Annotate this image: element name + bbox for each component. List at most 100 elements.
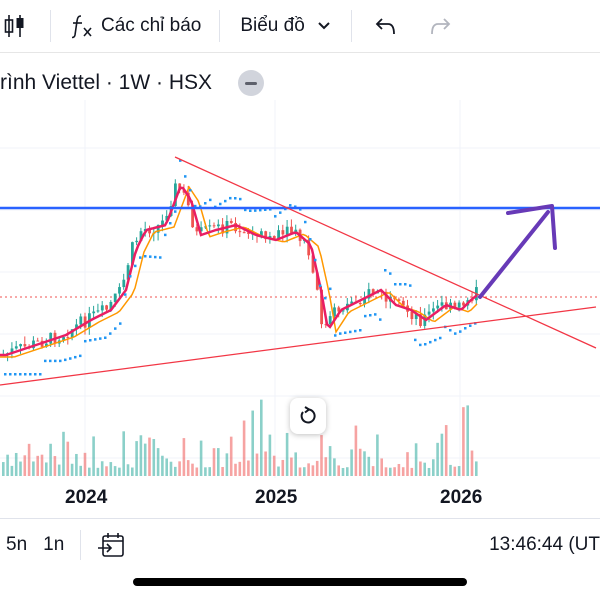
psar-dot: [244, 208, 247, 212]
candle-body: [397, 299, 401, 301]
x-axis-label: 2024: [65, 487, 108, 508]
psar-dot: [279, 211, 282, 214]
volume-bar: [320, 435, 323, 476]
volume-bar: [423, 462, 426, 476]
volume-bar: [62, 431, 65, 476]
volume-bar: [470, 450, 474, 476]
candle-body: [75, 324, 78, 330]
volume-bar: [315, 460, 319, 476]
psar-dot: [59, 359, 62, 363]
psar-dot: [24, 373, 27, 376]
volume-bar: [118, 467, 121, 476]
psar-dot: [149, 255, 152, 258]
psar-dot: [439, 336, 442, 340]
candle-body: [118, 287, 121, 294]
ascending-trendline: [0, 306, 597, 386]
volume-bar: [337, 465, 340, 476]
volume-bar: [354, 425, 358, 476]
candle-body: [272, 236, 276, 239]
volume-bar: [10, 465, 14, 476]
psar-dot: [354, 329, 357, 333]
range-1n[interactable]: 1n: [43, 534, 65, 555]
volume-bar: [414, 443, 418, 476]
price-chart[interactable]: [0, 100, 600, 480]
volume-bar: [247, 460, 250, 476]
psar-dot: [199, 205, 202, 208]
clock-readout: 13:46:44 (UT: [489, 534, 600, 555]
psar-dot: [49, 359, 52, 363]
volume-bar: [105, 466, 108, 476]
volume-bar: [178, 461, 181, 476]
candle-body: [432, 308, 435, 312]
psar-dot: [334, 334, 337, 337]
candle-body: [70, 329, 74, 338]
volume-bar: [113, 466, 117, 476]
chart-type-button[interactable]: Biểu đồ: [220, 0, 340, 52]
psar-dot: [64, 358, 67, 362]
candle-body: [363, 298, 366, 305]
volume-bar: [328, 446, 332, 476]
psar-dot: [184, 175, 187, 178]
psar-dot: [449, 329, 452, 332]
volume-bar: [475, 461, 478, 476]
volume-bar: [285, 432, 289, 476]
candle-body: [436, 305, 440, 309]
volume-bar: [277, 466, 280, 476]
psar-dot: [264, 208, 267, 211]
indicators-button[interactable]: Các chỉ báo: [51, 0, 211, 52]
candle-body: [341, 310, 345, 312]
range-5n[interactable]: 5n: [6, 534, 28, 555]
psar-dot: [169, 222, 172, 225]
volume-bar: [79, 465, 82, 476]
candle-body: [410, 311, 414, 320]
candle-body: [199, 227, 203, 232]
top-toolbar: Các chỉ báo Biểu đồ: [0, 0, 600, 53]
psar-dot: [194, 204, 197, 208]
candle-body: [62, 337, 65, 341]
indicators-label: Các chỉ báo: [101, 15, 202, 36]
candle-body: [212, 225, 216, 227]
volume-bar: [182, 438, 186, 476]
candle-body: [242, 232, 246, 234]
collapse-legend-button[interactable]: [238, 70, 265, 96]
volume-bar: [303, 467, 306, 476]
psar-dot: [4, 373, 7, 376]
toolbar-separator: [219, 10, 221, 42]
redo-button[interactable]: [408, 0, 462, 52]
volume-bar: [100, 461, 104, 476]
candle-body: [139, 231, 143, 241]
volume-bar: [49, 443, 52, 476]
volume-bar: [419, 461, 422, 476]
volume-bar: [444, 425, 448, 476]
psar-dot: [94, 338, 97, 341]
psar-dot: [349, 330, 352, 334]
psar-dot: [319, 284, 322, 288]
undo-button[interactable]: [352, 0, 408, 52]
volume-bar: [92, 436, 95, 476]
candle-body: [109, 301, 113, 310]
volume-bar: [363, 451, 366, 476]
chart-style-button[interactable]: [0, 0, 36, 52]
candle-body: [260, 231, 263, 236]
psar-dot: [409, 284, 412, 287]
candle-body: [148, 229, 151, 234]
psar-dot: [399, 283, 402, 286]
psar-dot: [464, 327, 467, 330]
candle-body: [135, 240, 139, 243]
volume-bar: [208, 467, 211, 476]
psar-dot: [254, 209, 257, 212]
psar-dot: [119, 322, 122, 325]
candle-body: [290, 226, 293, 234]
psar-dot: [419, 343, 422, 347]
calendar-goto-icon[interactable]: [97, 531, 125, 559]
volume-bar: [156, 448, 160, 476]
reset-chart-button[interactable]: [290, 398, 326, 434]
candle-body: [294, 229, 298, 234]
volume-bar: [290, 457, 293, 476]
volume-bar: [195, 467, 199, 476]
candle-body: [105, 305, 108, 310]
toolbar-separator: [350, 10, 352, 42]
redo-icon: [430, 18, 451, 35]
psar-dot: [259, 208, 262, 212]
volume-bar: [109, 462, 113, 476]
